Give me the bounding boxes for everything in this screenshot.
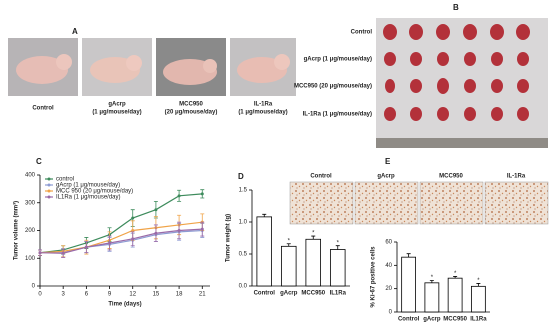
legend-marker [47, 195, 51, 199]
legend-marker [47, 177, 51, 181]
y-tick-label: 1.5 [239, 188, 248, 194]
bar [447, 277, 463, 313]
panel-label: E [385, 157, 391, 166]
series-line [39, 193, 203, 254]
panel-label: A [72, 27, 78, 36]
x-tick-label: 15 [153, 292, 160, 298]
point [84, 245, 88, 249]
bar [401, 256, 416, 313]
point [108, 241, 112, 245]
significance-mark: * [431, 275, 434, 281]
row-label: Control [351, 30, 373, 36]
row-label: IL-1Ra (1 μg/mouse/day) [303, 112, 372, 118]
point [131, 229, 135, 232]
row-label: gAcrp (1 μg/mouse/day) [304, 57, 372, 63]
photo-caption: IL-1Ra [507, 174, 526, 180]
ihc-photos [289, 181, 549, 225]
x-tick-label: MCC950 [443, 317, 467, 323]
photo-caption: gAcrp [108, 102, 126, 108]
y-tick-label: 40 [385, 263, 392, 269]
point [61, 251, 65, 255]
x-tick-label: Control [398, 317, 420, 323]
y-tick-label: 400 [25, 173, 36, 179]
y-tick-label: 60 [385, 240, 392, 246]
significance-mark: * [288, 238, 291, 244]
photo-caption: (20 μg/mouse/day) [165, 110, 218, 116]
x-tick-label: 21 [199, 292, 206, 298]
legend-label: MCC 950 (20 μg/mouse/day) [56, 189, 133, 195]
point [154, 231, 158, 235]
significance-mark: * [312, 231, 315, 237]
legend-label: control [56, 177, 74, 183]
x-tick-label: 12 [129, 292, 136, 298]
point [177, 194, 181, 198]
x-tick-label: IL1Ra [470, 317, 487, 323]
photo-caption: gAcrp [377, 174, 395, 180]
y-tick-label: 300 [25, 200, 36, 206]
x-tick-label: Control [254, 291, 276, 297]
y-axis-title: Tumor weight (g) [226, 214, 232, 262]
point [131, 237, 135, 241]
x-tick-label: gAcrp [423, 317, 441, 323]
series-line [39, 228, 203, 254]
legend-label: gAcrp (1 μg/mouse/day) [56, 183, 120, 189]
x-axis-title: Time (days) [108, 302, 141, 308]
legend-marker [47, 183, 51, 187]
y-tick-label: 200 [25, 228, 36, 234]
bar [329, 249, 346, 287]
photo-caption: Control [310, 174, 332, 180]
y-axis-title: % Ki-67 positive cells [371, 246, 377, 308]
panel-label: D [238, 172, 244, 181]
y-tick-label: 20 [385, 286, 392, 292]
panel-label: B [453, 3, 459, 12]
bar [305, 238, 321, 287]
bar [280, 245, 297, 287]
row-label: MCC950 (20 μg/mouse/day) [294, 84, 372, 90]
y-tick-label: 0.5 [239, 252, 248, 258]
y-axis-title: Tumor volume (mm³) [13, 201, 20, 260]
panel-label: C [36, 157, 42, 166]
y-tick-label: 0.0 [239, 284, 248, 290]
photo-caption: IL-1Ra [254, 102, 273, 108]
x-tick-label: gAcrp [280, 291, 298, 297]
point [200, 227, 204, 231]
legend-label: IL1Ra (1 μg/mouse/day) [56, 195, 121, 201]
legend-marker [47, 189, 51, 193]
x-tick-label: IL1Ra [330, 291, 347, 297]
x-tick-label: 6 [85, 292, 89, 298]
point [131, 216, 135, 220]
x-tick-label: 18 [176, 292, 183, 298]
point [177, 229, 181, 232]
y-tick-label: 100 [25, 256, 36, 262]
photo-caption: Control [32, 106, 54, 112]
tumor-photo [376, 18, 548, 148]
point [38, 251, 42, 255]
x-tick-label: 9 [108, 292, 112, 298]
x-tick-label: MCC950 [301, 291, 325, 297]
photo-caption: (1 μg/mouse/day) [238, 110, 287, 116]
x-tick-label: 3 [62, 292, 66, 298]
photo-caption: MCC950 [439, 174, 463, 180]
point [154, 208, 158, 212]
photo-caption: (1 μg/mouse/day) [92, 110, 141, 116]
mouse-photos [8, 38, 296, 96]
y-tick-label: 0 [389, 310, 393, 316]
significance-mark: * [337, 240, 340, 246]
y-tick-label: 1.0 [239, 220, 248, 226]
bar [470, 285, 486, 313]
x-tick-label: 0 [38, 292, 42, 298]
bar [424, 282, 440, 313]
significance-mark: * [477, 278, 480, 284]
significance-mark: * [454, 271, 457, 277]
point [200, 192, 204, 196]
photo-caption: MCC950 [179, 102, 203, 108]
bar [256, 216, 272, 287]
series-line [39, 221, 203, 254]
y-tick-label: 0 [32, 284, 36, 290]
